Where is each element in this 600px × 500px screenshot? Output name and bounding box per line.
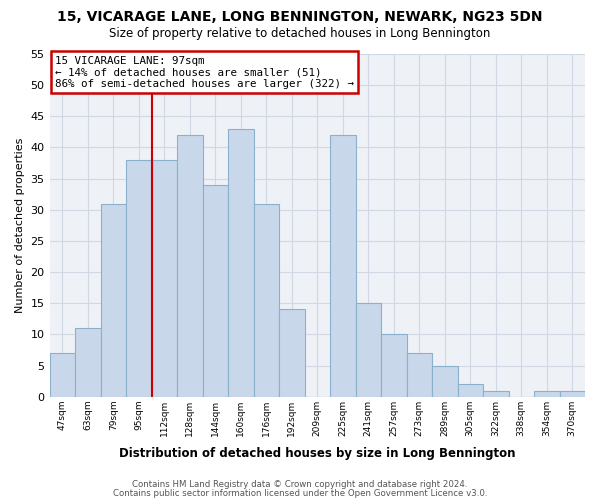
Bar: [458, 384, 483, 396]
Bar: [279, 310, 305, 396]
Bar: [75, 328, 101, 396]
Bar: [432, 366, 458, 396]
Bar: [177, 135, 203, 396]
Bar: [560, 390, 585, 396]
Y-axis label: Number of detached properties: Number of detached properties: [15, 138, 25, 313]
Text: Size of property relative to detached houses in Long Bennington: Size of property relative to detached ho…: [109, 28, 491, 40]
Text: Contains HM Land Registry data © Crown copyright and database right 2024.: Contains HM Land Registry data © Crown c…: [132, 480, 468, 489]
X-axis label: Distribution of detached houses by size in Long Bennington: Distribution of detached houses by size …: [119, 447, 515, 460]
Bar: [356, 304, 381, 396]
Bar: [407, 353, 432, 397]
Text: Contains public sector information licensed under the Open Government Licence v3: Contains public sector information licen…: [113, 488, 487, 498]
Bar: [534, 390, 560, 396]
Bar: [101, 204, 126, 396]
Bar: [203, 185, 228, 396]
Bar: [126, 160, 152, 396]
Bar: [381, 334, 407, 396]
Text: 15 VICARAGE LANE: 97sqm
← 14% of detached houses are smaller (51)
86% of semi-de: 15 VICARAGE LANE: 97sqm ← 14% of detache…: [55, 56, 354, 89]
Bar: [254, 204, 279, 396]
Bar: [483, 390, 509, 396]
Bar: [330, 135, 356, 396]
Bar: [228, 129, 254, 396]
Text: 15, VICARAGE LANE, LONG BENNINGTON, NEWARK, NG23 5DN: 15, VICARAGE LANE, LONG BENNINGTON, NEWA…: [57, 10, 543, 24]
Bar: [50, 353, 75, 397]
Bar: [152, 160, 177, 396]
